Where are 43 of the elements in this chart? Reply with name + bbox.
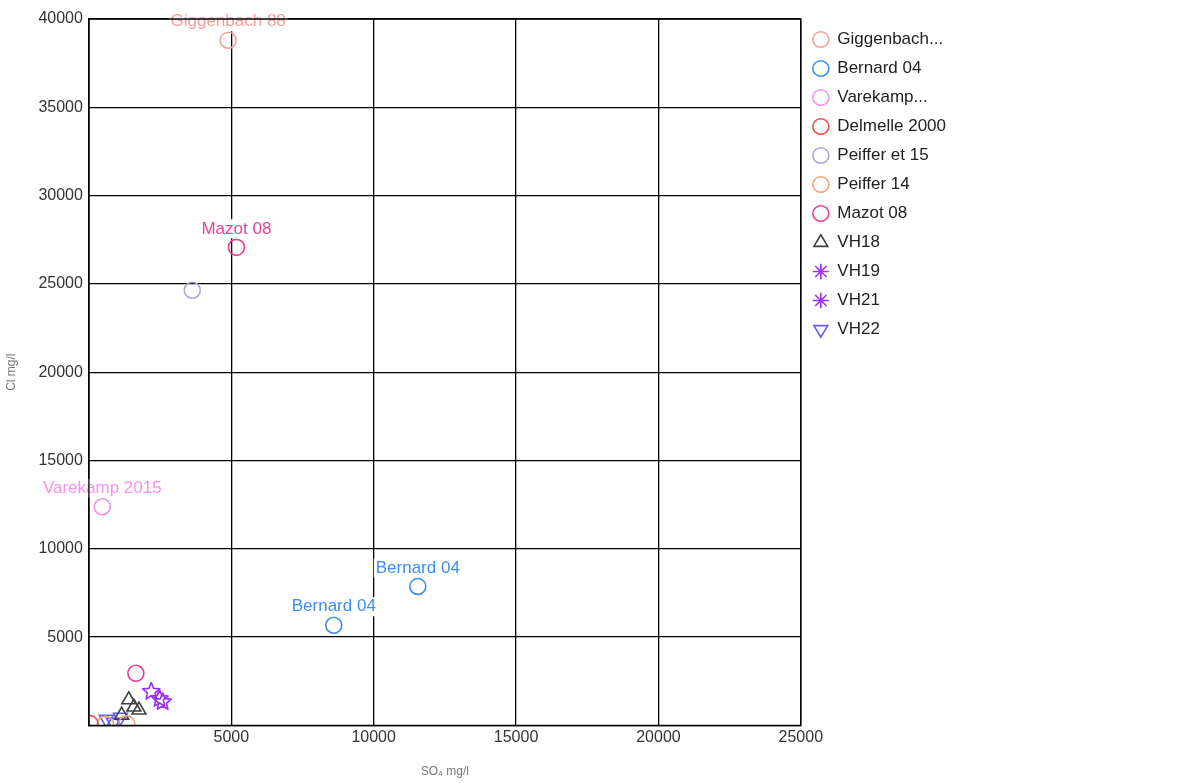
point — [126, 698, 142, 712]
legend-label: Peiffer 14 — [837, 174, 910, 194]
point — [325, 616, 343, 635]
x-tick-label: 10000 — [351, 728, 397, 746]
point — [227, 238, 246, 257]
legend-label: VH18 — [837, 232, 880, 252]
y-tick-label: 30000 — [38, 186, 83, 204]
point — [409, 577, 427, 596]
point — [131, 701, 147, 715]
legend-label: Delmelle 2000 — [837, 116, 947, 136]
legend-label: Peiffer et 15 — [837, 145, 929, 165]
point — [93, 497, 112, 516]
annotation: Mazot 08 — [201, 218, 272, 238]
legend-label: VH19 — [837, 261, 880, 281]
legend-label: Mazot 08 — [837, 203, 908, 223]
x-tick-label: 20000 — [636, 728, 681, 746]
point — [121, 690, 137, 705]
x-tick-label: 5000 — [213, 728, 250, 746]
y-tick-label: 35000 — [38, 97, 83, 115]
y-tick-label: 25000 — [38, 274, 83, 292]
legend-label: Giggenbach... — [837, 29, 944, 49]
point — [127, 664, 145, 683]
y-tick-label: 5000 — [47, 627, 83, 645]
y-axis-title: Cl mg/l — [3, 353, 18, 391]
annotation: Bernard 04 — [291, 596, 376, 616]
point — [141, 681, 161, 700]
point — [219, 31, 237, 49]
point — [183, 281, 202, 300]
legend-label: VH21 — [837, 290, 880, 310]
x-axis-title: SO₄ mg/l — [420, 764, 469, 779]
legend-label: Varekamp... — [837, 87, 928, 107]
point — [153, 692, 173, 710]
point — [113, 706, 130, 720]
y-tick-label: 20000 — [38, 362, 83, 380]
y-tick-label: 15000 — [38, 450, 83, 468]
legend-label: VH22 — [837, 319, 880, 339]
x-tick-label: 15000 — [493, 728, 539, 746]
y-tick-label: 40000 — [38, 9, 83, 27]
y-tick-label: 10000 — [38, 539, 83, 557]
annotation: Bernard 04 — [375, 557, 460, 577]
x-tick-label: 25000 — [778, 728, 824, 746]
point — [150, 689, 169, 707]
legend-label: Bernard 04 — [837, 58, 922, 78]
